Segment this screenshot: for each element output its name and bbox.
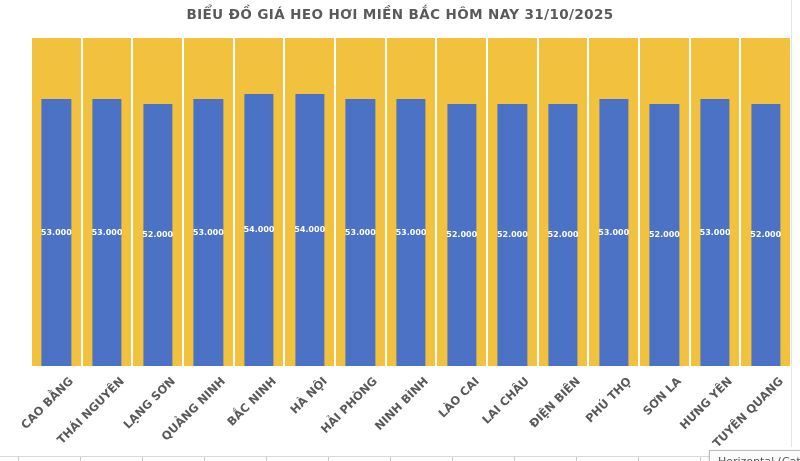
price-bar[interactable]: 52.000	[750, 103, 782, 366]
chart-title[interactable]: BIỂU ĐỒ GIÁ HEO HƠI MIỀN BẮC HÔM NAY 31/…	[186, 7, 614, 23]
bar-value-label: 52.000	[750, 230, 782, 240]
category-track[interactable]: 53.000	[589, 38, 639, 366]
price-bar[interactable]: 52.000	[496, 103, 528, 366]
price-bar[interactable]: 53.000	[699, 98, 731, 366]
x-axis-label[interactable]: CAO BẰNG	[18, 374, 77, 432]
category-track[interactable]: 54.000	[285, 38, 335, 366]
price-bar[interactable]: 53.000	[192, 98, 224, 366]
category-track[interactable]: 53.000	[386, 38, 436, 366]
price-bar[interactable]: 52.000	[547, 103, 579, 366]
bar-value-label: 54.000	[243, 225, 275, 235]
category-track[interactable]: 52.000	[741, 38, 791, 366]
bar-value-label: 53.000	[40, 227, 72, 237]
category-track[interactable]: 52.000	[133, 38, 183, 366]
category-track[interactable]: 53.000	[184, 38, 233, 366]
bar-value-label: 53.000	[395, 227, 427, 237]
category-track[interactable]: 52.000	[640, 38, 689, 366]
price-bar[interactable]: 54.000	[294, 93, 326, 366]
category-track[interactable]: 53.000	[82, 38, 132, 366]
bar-value-label: 52.000	[496, 230, 528, 240]
price-bar[interactable]: 53.000	[598, 98, 630, 366]
bar-value-label: 52.000	[648, 230, 680, 240]
axis-tooltip: Horizontal (Cat	[709, 450, 800, 461]
price-bar[interactable]: 54.000	[243, 93, 275, 366]
spreadsheet-row-edge	[0, 456, 800, 461]
category-track[interactable]: 53.000	[336, 38, 385, 366]
category-track[interactable]: 53.000	[32, 38, 81, 366]
price-bar[interactable]: 53.000	[344, 98, 376, 366]
category-track[interactable]: 52.000	[488, 38, 537, 366]
price-bar[interactable]: 53.000	[40, 98, 72, 366]
category-track[interactable]: 52.000	[538, 38, 588, 366]
category-track[interactable]: 52.000	[437, 38, 487, 366]
bar-value-label: 53.000	[344, 227, 376, 237]
bar-value-label: 52.000	[142, 230, 174, 240]
x-axis-labels[interactable]: CAO BẰNG THÁI NGUYÊN LẠNG SƠN QUẢNG NINH BẮC…	[18, 368, 790, 458]
price-bar[interactable]: 52.000	[648, 103, 680, 366]
axis-tooltip-text: Horizontal (Cat	[718, 455, 800, 461]
bar-value-label: 53.000	[91, 227, 123, 237]
price-bar[interactable]: 53.000	[91, 98, 123, 366]
bar-value-label: 53.000	[192, 227, 224, 237]
category-track[interactable]: 53.000	[690, 38, 740, 366]
bar-value-label: 53.000	[598, 227, 630, 237]
bar-value-label: 52.000	[547, 230, 579, 240]
plot-area[interactable]: 53.000 53.000 52.000 53.000 54.000 54.000 53.0…	[32, 38, 791, 366]
category-track[interactable]: 54.000	[234, 38, 284, 366]
bar-value-label: 54.000	[294, 225, 326, 235]
bar-value-label: 52.000	[446, 230, 478, 240]
price-bar[interactable]: 52.000	[142, 103, 174, 366]
bar-value-label: 53.000	[699, 227, 731, 237]
price-bar[interactable]: 52.000	[446, 103, 478, 366]
price-bar[interactable]: 53.000	[395, 98, 427, 366]
